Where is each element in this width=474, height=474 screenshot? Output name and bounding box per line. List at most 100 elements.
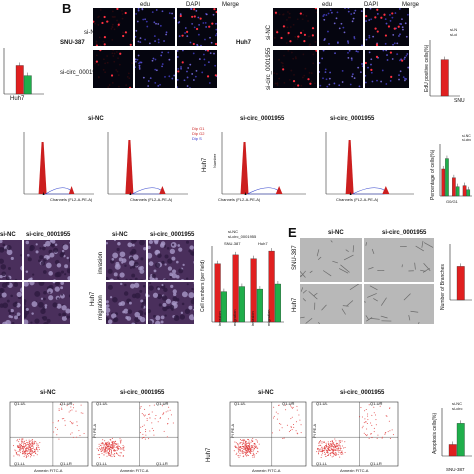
event-dot — [326, 445, 328, 447]
event-dot — [243, 455, 245, 457]
apoptotic-dot — [271, 432, 273, 434]
event-dot — [245, 454, 247, 456]
event-dot — [23, 451, 25, 453]
edu-cell — [297, 84, 300, 87]
stained-cell — [43, 322, 49, 324]
event-dot — [240, 439, 242, 441]
stained-cell — [155, 320, 161, 324]
apoptotic-dot — [80, 412, 82, 414]
stained-cell — [29, 282, 35, 286]
event-dot — [335, 454, 337, 456]
panelD-chart-ylabel: Cell numbers (per field) — [200, 260, 206, 312]
tube-branch — [340, 264, 350, 273]
event-dot — [110, 451, 112, 453]
nucleus — [322, 77, 324, 80]
event-dot — [25, 448, 27, 450]
nucleus — [209, 52, 212, 55]
apoptotic-dot — [149, 405, 151, 407]
apoptotic-dot — [370, 422, 372, 424]
event-dot — [123, 446, 125, 448]
stained-cell — [186, 283, 189, 286]
event-dot — [119, 452, 121, 454]
edu-cell — [365, 14, 368, 18]
event-dot — [339, 456, 341, 458]
event-dot — [341, 440, 343, 442]
panelF-bar-chart — [441, 408, 472, 457]
apoptotic-dot — [151, 411, 153, 413]
event-dot — [26, 452, 28, 454]
event-dot — [330, 441, 332, 443]
nucleus — [302, 13, 305, 16]
nucleus — [287, 33, 290, 36]
apoptotic-dot — [291, 429, 293, 431]
nucleus — [293, 74, 295, 76]
event-dot — [328, 444, 330, 446]
stained-cell — [27, 278, 33, 280]
event-dot — [330, 447, 332, 449]
nucleus — [155, 69, 158, 72]
nucleus — [287, 50, 290, 52]
nucleus — [282, 13, 285, 16]
event-dot — [26, 447, 28, 449]
apoptotic-dot — [58, 408, 60, 410]
apoptotic-dot — [366, 423, 368, 425]
event-dot — [26, 453, 28, 455]
apoptotic-dot — [291, 407, 293, 409]
nucleus — [137, 54, 140, 57]
event-dot — [30, 440, 32, 442]
panelC-chart-legend-2: si-circ — [462, 138, 472, 142]
event-dot — [28, 445, 30, 447]
stained-cell — [43, 258, 47, 262]
edu-cell — [181, 61, 184, 64]
nucleus — [351, 73, 354, 76]
event-dot — [337, 450, 339, 452]
stained-cell — [173, 315, 180, 321]
apoptotic-dot — [143, 436, 145, 438]
event-dot — [111, 456, 113, 458]
nucleus — [327, 30, 329, 33]
f2-q-ll: Q1-LL — [96, 461, 108, 466]
nucleus — [368, 51, 371, 54]
event-dot — [247, 445, 249, 447]
event-dot — [31, 450, 33, 452]
event-dot — [109, 439, 111, 441]
event-dot — [32, 443, 34, 445]
nucleus — [208, 82, 211, 84]
apoptotic-dot — [293, 423, 295, 425]
d-left-circ-invasion — [24, 240, 70, 280]
event-dot — [101, 448, 103, 450]
nucleus — [359, 71, 362, 73]
apoptotic-dot — [161, 405, 163, 407]
event-dot — [334, 452, 336, 454]
f2-q-ur: Q1-UR — [156, 401, 169, 406]
stained-cell — [167, 258, 173, 264]
event-dot — [15, 450, 17, 452]
event-dot — [106, 442, 108, 444]
nucleus — [192, 52, 195, 55]
event-dot — [239, 442, 241, 444]
marker-triangle — [42, 192, 45, 195]
nucleus — [347, 56, 350, 59]
event-dot — [24, 452, 26, 454]
event-dot — [251, 446, 253, 448]
nucleus — [167, 51, 170, 54]
stained-cell — [112, 252, 119, 259]
event-dot — [114, 455, 116, 457]
event-dot — [237, 442, 239, 444]
stained-cell — [69, 315, 70, 319]
apoptotic-dot — [273, 406, 275, 408]
nucleus — [303, 74, 306, 77]
apoptotic-dot — [141, 437, 143, 439]
event-dot — [111, 453, 113, 455]
stained-cell — [12, 312, 15, 315]
event-dot — [247, 438, 249, 440]
stained-cell — [113, 317, 119, 323]
event-dot — [104, 449, 106, 451]
nucleus — [353, 37, 356, 40]
stained-cell — [172, 296, 178, 301]
tube-branch — [408, 315, 411, 321]
event-dot — [243, 442, 245, 444]
event-dot — [318, 453, 320, 455]
event-dot — [123, 448, 125, 450]
apoptotic-dot — [277, 413, 279, 415]
